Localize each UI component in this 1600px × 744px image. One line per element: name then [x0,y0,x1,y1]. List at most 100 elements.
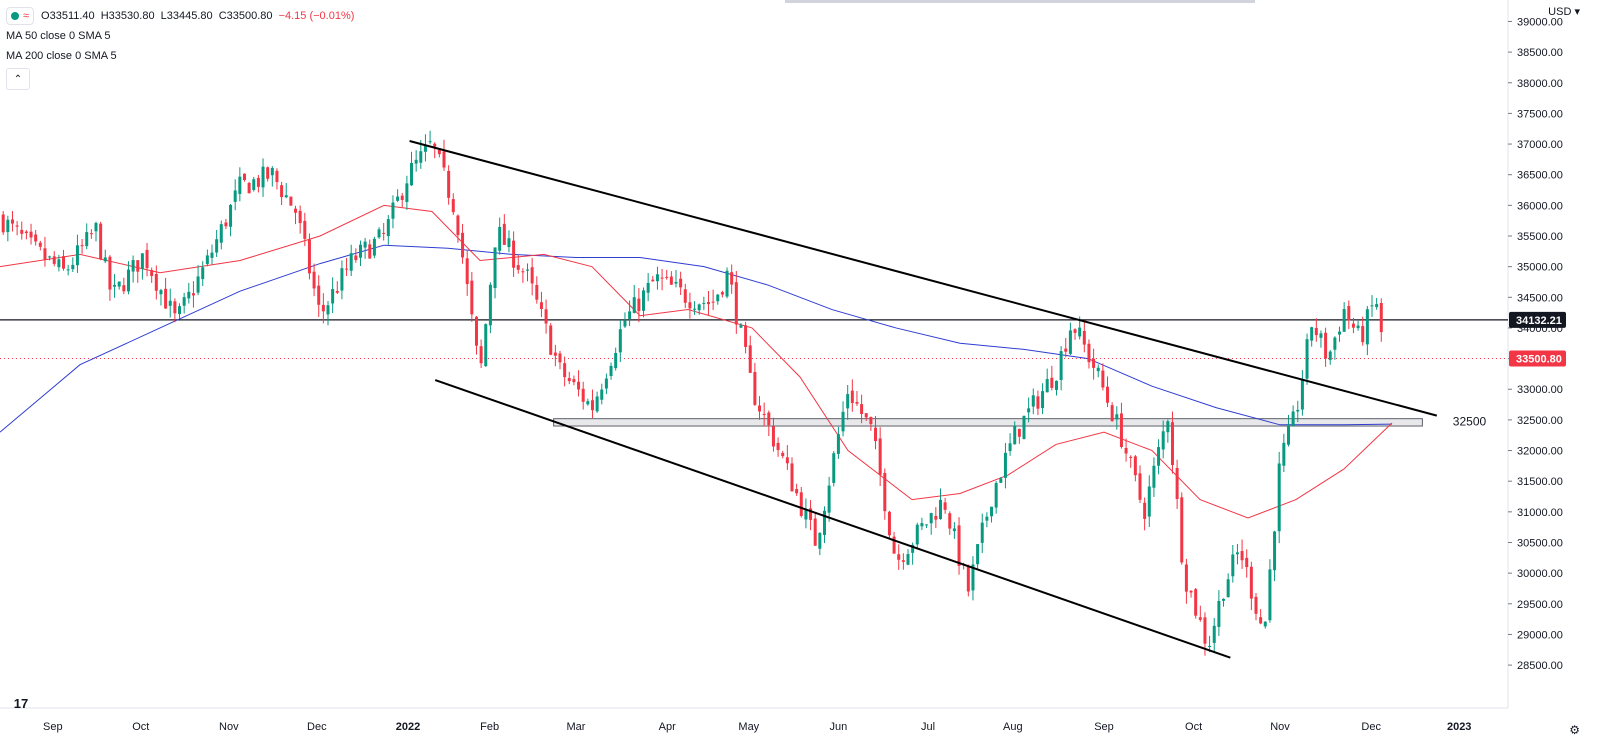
candle-body [108,256,112,290]
candle-body [168,300,172,306]
candle-body [488,284,492,326]
candle-body [80,245,84,247]
candle-body [419,151,423,163]
candle-body [706,302,710,305]
candle-body [456,215,460,236]
candle-body [827,485,831,513]
price-scale[interactable] [1508,0,1600,739]
top-drag-handle[interactable] [785,0,1255,3]
candle-body [795,489,799,494]
candle-body [1013,425,1017,445]
candle-body [461,232,465,258]
ma200-line[interactable] [0,244,1393,433]
candle-body [892,536,896,554]
candle-body [24,231,28,234]
x-tick-label: Sep [1094,721,1114,733]
tradingview-logo-icon[interactable]: 17 [13,695,29,711]
ma200-legend[interactable]: MA 200 close 0 SMA 5 [6,50,117,62]
currency-dropdown[interactable]: USD ▾ [1548,5,1580,18]
candle-body [1286,425,1290,445]
candle-body [767,412,771,426]
candle-body [758,405,762,412]
upper-trendline[interactable] [409,140,1438,417]
candle-body [238,176,242,194]
candle-body [117,281,121,287]
level-price-badge [1509,311,1566,328]
candle-body [410,162,414,186]
candle-body [1152,465,1156,488]
candle-body [284,195,288,198]
x-tick-label: Dec [1361,721,1381,733]
candle-body [869,416,873,425]
legend-status-badge[interactable]: ≈ [6,7,35,25]
candle-body [915,524,919,545]
candle-body [725,270,729,297]
candle-body [646,282,650,293]
candle-body [623,320,627,327]
candle-body [1054,380,1058,391]
candle-body [1273,531,1277,571]
candle-body [1217,600,1221,627]
candle-body [1180,497,1184,563]
candle-body [572,379,576,383]
candle-body [1365,309,1369,345]
candle-body [716,294,720,302]
candle-body [1017,428,1021,437]
y-tick-label: 30000.00 [1517,568,1563,580]
candle-body [307,239,311,274]
x-tick-label: May [738,721,759,733]
candle-body [451,199,455,213]
candle-body [349,253,353,271]
candle-body [57,259,61,268]
candle-body [1291,411,1295,427]
candle-body [48,256,52,258]
candle-body [762,414,766,416]
candle-body [470,280,474,315]
ma50-legend[interactable]: MA 50 close 0 SMA 5 [6,30,111,42]
x-tick-label: Apr [659,721,676,733]
candle-body [990,506,994,517]
candle-body [1101,370,1105,388]
chart-legend: ≈ O33511.40 H33530.80 L33445.80 C33500.8… [6,6,354,90]
candle-body [1208,645,1212,648]
candle-body [219,224,223,243]
gear-icon[interactable]: ⚙ [1569,723,1580,737]
y-tick-label: 36500.00 [1517,170,1563,182]
candle-body [1138,473,1142,500]
candle-body [535,284,539,300]
candle-body [391,202,395,219]
candle-body [1296,409,1300,412]
candle-body [595,396,599,412]
candle-body [164,288,168,309]
candle-body [1008,443,1012,452]
collapse-legend-button[interactable]: ⌃ [6,68,30,90]
time-scale[interactable] [0,708,1600,739]
candle-body [10,219,14,224]
y-tick-label: 29000.00 [1517,629,1563,641]
x-tick-label: Feb [480,721,499,733]
candle-body [1,214,5,233]
candle-body [433,143,437,147]
candle-body [846,394,850,409]
candle-body [994,483,998,508]
candle-body [679,278,683,288]
candle-body [1119,413,1123,447]
candle-body [173,301,177,314]
candle-body [507,238,511,248]
candle-body [1249,566,1253,599]
ma50-line[interactable] [0,204,1393,519]
candle-body [906,554,910,565]
candle-body [354,255,358,261]
candle-body [586,401,590,405]
candle-body [1170,422,1174,465]
lower-trendline[interactable] [434,379,1231,659]
candle-body [1370,305,1374,307]
candle-body [331,289,335,304]
support-zone-label: 32500 [1453,415,1487,429]
candle-body [75,245,79,266]
candle-body [1031,395,1035,407]
candle-body [85,232,89,247]
candle-body [1356,325,1360,329]
